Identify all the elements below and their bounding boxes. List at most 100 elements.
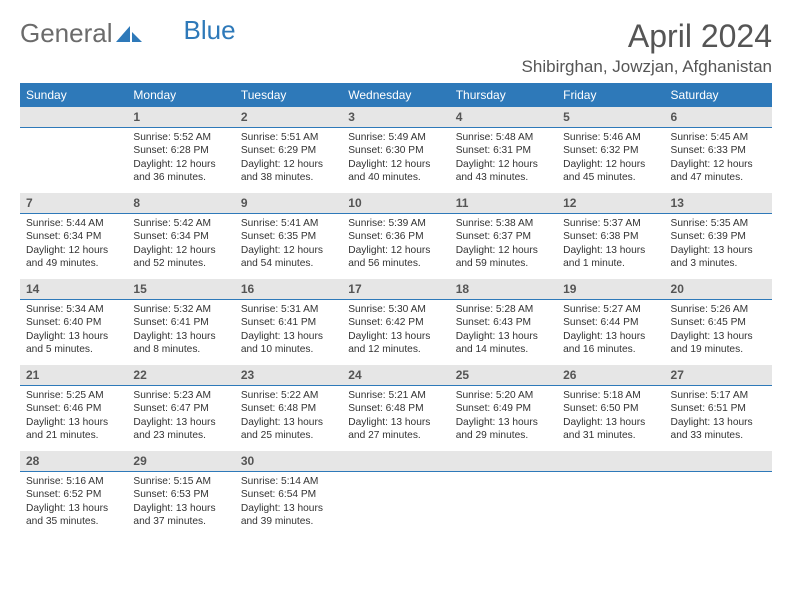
day-body: Sunrise: 5:14 AMSunset: 6:54 PMDaylight:… bbox=[235, 472, 342, 532]
day-body: Sunrise: 5:37 AMSunset: 6:38 PMDaylight:… bbox=[557, 214, 664, 274]
sunrise-text: Sunrise: 5:37 AM bbox=[563, 217, 658, 230]
sunrise-text: Sunrise: 5:17 AM bbox=[671, 389, 766, 402]
day-number: 12 bbox=[557, 193, 664, 214]
sunrise-text: Sunrise: 5:51 AM bbox=[241, 131, 336, 144]
calendar-day-cell bbox=[342, 451, 449, 537]
day-number: 25 bbox=[450, 365, 557, 386]
day-number: 4 bbox=[450, 107, 557, 128]
daylight-text: Daylight: 13 hours and 25 minutes. bbox=[241, 416, 336, 443]
weekday-header: Thursday bbox=[450, 83, 557, 107]
day-number bbox=[20, 107, 127, 128]
calendar-table: SundayMondayTuesdayWednesdayThursdayFrid… bbox=[20, 83, 772, 537]
day-body: Sunrise: 5:30 AMSunset: 6:42 PMDaylight:… bbox=[342, 300, 449, 360]
sunrise-text: Sunrise: 5:21 AM bbox=[348, 389, 443, 402]
day-number: 6 bbox=[665, 107, 772, 128]
day-body: Sunrise: 5:42 AMSunset: 6:34 PMDaylight:… bbox=[127, 214, 234, 274]
sunrise-text: Sunrise: 5:25 AM bbox=[26, 389, 121, 402]
calendar-day-cell: 8Sunrise: 5:42 AMSunset: 6:34 PMDaylight… bbox=[127, 193, 234, 279]
weekday-header: Sunday bbox=[20, 83, 127, 107]
sunset-text: Sunset: 6:41 PM bbox=[133, 316, 228, 329]
sunset-text: Sunset: 6:38 PM bbox=[563, 230, 658, 243]
daylight-text: Daylight: 12 hours and 49 minutes. bbox=[26, 244, 121, 271]
sunset-text: Sunset: 6:45 PM bbox=[671, 316, 766, 329]
calendar-week-row: 7Sunrise: 5:44 AMSunset: 6:34 PMDaylight… bbox=[20, 193, 772, 279]
sunset-text: Sunset: 6:51 PM bbox=[671, 402, 766, 415]
sunrise-text: Sunrise: 5:42 AM bbox=[133, 217, 228, 230]
title-block: April 2024 Shibirghan, Jowzjan, Afghanis… bbox=[522, 18, 772, 77]
day-number: 27 bbox=[665, 365, 772, 386]
calendar-day-cell bbox=[557, 451, 664, 537]
logo-text-blue: Blue bbox=[184, 15, 236, 46]
sunrise-text: Sunrise: 5:15 AM bbox=[133, 475, 228, 488]
sunset-text: Sunset: 6:34 PM bbox=[26, 230, 121, 243]
day-number: 22 bbox=[127, 365, 234, 386]
daylight-text: Daylight: 13 hours and 27 minutes. bbox=[348, 416, 443, 443]
month-title: April 2024 bbox=[522, 18, 772, 55]
calendar-week-row: 1Sunrise: 5:52 AMSunset: 6:28 PMDaylight… bbox=[20, 107, 772, 193]
daylight-text: Daylight: 13 hours and 14 minutes. bbox=[456, 330, 551, 357]
day-body: Sunrise: 5:39 AMSunset: 6:36 PMDaylight:… bbox=[342, 214, 449, 274]
calendar-day-cell: 28Sunrise: 5:16 AMSunset: 6:52 PMDayligh… bbox=[20, 451, 127, 537]
sunset-text: Sunset: 6:31 PM bbox=[456, 144, 551, 157]
sunrise-text: Sunrise: 5:30 AM bbox=[348, 303, 443, 316]
calendar-day-cell: 25Sunrise: 5:20 AMSunset: 6:49 PMDayligh… bbox=[450, 365, 557, 451]
sunset-text: Sunset: 6:48 PM bbox=[241, 402, 336, 415]
calendar-day-cell: 12Sunrise: 5:37 AMSunset: 6:38 PMDayligh… bbox=[557, 193, 664, 279]
day-number: 16 bbox=[235, 279, 342, 300]
sunrise-text: Sunrise: 5:41 AM bbox=[241, 217, 336, 230]
sunset-text: Sunset: 6:30 PM bbox=[348, 144, 443, 157]
day-body: Sunrise: 5:25 AMSunset: 6:46 PMDaylight:… bbox=[20, 386, 127, 446]
calendar-day-cell bbox=[450, 451, 557, 537]
day-number: 18 bbox=[450, 279, 557, 300]
calendar-day-cell: 10Sunrise: 5:39 AMSunset: 6:36 PMDayligh… bbox=[342, 193, 449, 279]
calendar-day-cell: 18Sunrise: 5:28 AMSunset: 6:43 PMDayligh… bbox=[450, 279, 557, 365]
day-body: Sunrise: 5:46 AMSunset: 6:32 PMDaylight:… bbox=[557, 128, 664, 188]
calendar-week-row: 28Sunrise: 5:16 AMSunset: 6:52 PMDayligh… bbox=[20, 451, 772, 537]
calendar-day-cell: 6Sunrise: 5:45 AMSunset: 6:33 PMDaylight… bbox=[665, 107, 772, 193]
sunset-text: Sunset: 6:47 PM bbox=[133, 402, 228, 415]
day-body: Sunrise: 5:21 AMSunset: 6:48 PMDaylight:… bbox=[342, 386, 449, 446]
day-number: 14 bbox=[20, 279, 127, 300]
day-number: 17 bbox=[342, 279, 449, 300]
sunset-text: Sunset: 6:29 PM bbox=[241, 144, 336, 157]
sunset-text: Sunset: 6:39 PM bbox=[671, 230, 766, 243]
sunset-text: Sunset: 6:37 PM bbox=[456, 230, 551, 243]
calendar-day-cell: 16Sunrise: 5:31 AMSunset: 6:41 PMDayligh… bbox=[235, 279, 342, 365]
sunset-text: Sunset: 6:48 PM bbox=[348, 402, 443, 415]
calendar-day-cell: 27Sunrise: 5:17 AMSunset: 6:51 PMDayligh… bbox=[665, 365, 772, 451]
sunrise-text: Sunrise: 5:39 AM bbox=[348, 217, 443, 230]
sunrise-text: Sunrise: 5:26 AM bbox=[671, 303, 766, 316]
calendar-day-cell: 7Sunrise: 5:44 AMSunset: 6:34 PMDaylight… bbox=[20, 193, 127, 279]
sunrise-text: Sunrise: 5:31 AM bbox=[241, 303, 336, 316]
sunrise-text: Sunrise: 5:27 AM bbox=[563, 303, 658, 316]
sunrise-text: Sunrise: 5:35 AM bbox=[671, 217, 766, 230]
sunrise-text: Sunrise: 5:46 AM bbox=[563, 131, 658, 144]
daylight-text: Daylight: 12 hours and 59 minutes. bbox=[456, 244, 551, 271]
calendar-day-cell: 4Sunrise: 5:48 AMSunset: 6:31 PMDaylight… bbox=[450, 107, 557, 193]
calendar-day-cell: 19Sunrise: 5:27 AMSunset: 6:44 PMDayligh… bbox=[557, 279, 664, 365]
sunrise-text: Sunrise: 5:22 AM bbox=[241, 389, 336, 402]
calendar-day-cell: 3Sunrise: 5:49 AMSunset: 6:30 PMDaylight… bbox=[342, 107, 449, 193]
weekday-header: Tuesday bbox=[235, 83, 342, 107]
day-body: Sunrise: 5:18 AMSunset: 6:50 PMDaylight:… bbox=[557, 386, 664, 446]
day-body: Sunrise: 5:45 AMSunset: 6:33 PMDaylight:… bbox=[665, 128, 772, 188]
day-number: 10 bbox=[342, 193, 449, 214]
daylight-text: Daylight: 13 hours and 39 minutes. bbox=[241, 502, 336, 529]
day-body: Sunrise: 5:35 AMSunset: 6:39 PMDaylight:… bbox=[665, 214, 772, 274]
sunrise-text: Sunrise: 5:14 AM bbox=[241, 475, 336, 488]
sunset-text: Sunset: 6:46 PM bbox=[26, 402, 121, 415]
day-body: Sunrise: 5:52 AMSunset: 6:28 PMDaylight:… bbox=[127, 128, 234, 188]
location: Shibirghan, Jowzjan, Afghanistan bbox=[522, 57, 772, 77]
day-number: 1 bbox=[127, 107, 234, 128]
day-body: Sunrise: 5:20 AMSunset: 6:49 PMDaylight:… bbox=[450, 386, 557, 446]
day-number: 8 bbox=[127, 193, 234, 214]
day-number bbox=[450, 451, 557, 472]
day-body: Sunrise: 5:17 AMSunset: 6:51 PMDaylight:… bbox=[665, 386, 772, 446]
sunrise-text: Sunrise: 5:48 AM bbox=[456, 131, 551, 144]
sunset-text: Sunset: 6:42 PM bbox=[348, 316, 443, 329]
calendar-day-cell: 29Sunrise: 5:15 AMSunset: 6:53 PMDayligh… bbox=[127, 451, 234, 537]
sunrise-text: Sunrise: 5:16 AM bbox=[26, 475, 121, 488]
day-number bbox=[557, 451, 664, 472]
sunrise-text: Sunrise: 5:23 AM bbox=[133, 389, 228, 402]
day-body: Sunrise: 5:41 AMSunset: 6:35 PMDaylight:… bbox=[235, 214, 342, 274]
